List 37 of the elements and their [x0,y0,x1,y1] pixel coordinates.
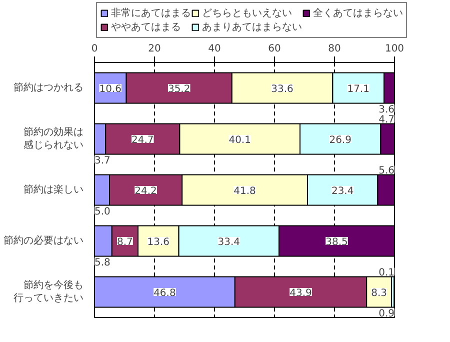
legend-label: どちらともいえない [202,7,292,20]
data-label: 24.7 [132,135,154,146]
data-label: 5.6 [378,166,395,177]
data-label: 8.3 [371,288,388,299]
data-label: 23.4 [331,186,354,197]
legend-label: 全くあてはまらない [313,7,403,20]
data-label: 5.0 [94,206,110,218]
y-tick-label: 節約の効果は感じられない [24,126,84,152]
data-label: 33.6 [271,84,294,95]
data-label: 13.6 [147,237,170,248]
x-tick-label: 80 [328,44,341,54]
data-label: 3.6 [378,104,395,116]
data-label: 17.1 [347,84,370,95]
legend-label: 非常にあてはまる [111,6,191,20]
data-label: 10.6 [99,84,122,95]
x-tick-label: 40 [208,44,221,54]
data-label: 24.2 [134,186,157,197]
data-label: 0.9 [378,308,395,320]
legend-label: ややあてはまる [111,21,181,34]
x-tick-label: 20 [148,44,161,54]
data-label: 5.8 [94,257,110,268]
data-label: 26.9 [329,135,352,146]
x-tick-label: 0 [91,44,98,54]
data-label: 0.1 [378,268,395,279]
y-tick-label: 節約はつかれる [14,82,84,94]
x-tick-label: 60 [268,44,281,54]
y-tick-label: 節約は楽しい [24,184,84,196]
data-label: 40.1 [228,135,251,146]
x-tick-label: 100 [384,44,404,54]
data-label: 46.8 [154,288,176,299]
legend-label: あまりあてはまらない [202,21,302,34]
data-label: 41.8 [234,186,256,197]
y-tick-label: 節約の必要はない [4,234,84,246]
data-label: 3.7 [94,155,110,166]
y-tick-label: 節約を今後も行っていきたい [14,278,84,304]
data-label: 33.4 [218,237,240,248]
data-label: 4.7 [378,114,395,126]
